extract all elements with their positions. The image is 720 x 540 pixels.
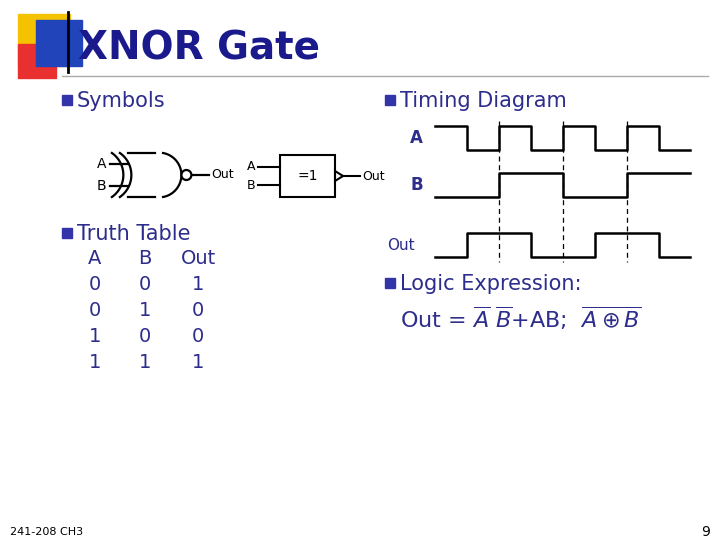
Text: 0: 0	[192, 300, 204, 320]
Text: Out = $\overline{A}$ $\overline{B}$+AB;  $\overline{A \oplus B}$: Out = $\overline{A}$ $\overline{B}$+AB; …	[400, 304, 642, 332]
Bar	[62, 95, 72, 105]
Text: 0: 0	[139, 327, 151, 346]
Text: B: B	[96, 179, 106, 193]
Text: 1: 1	[89, 353, 102, 372]
Text: Timing Diagram: Timing Diagram	[400, 91, 567, 111]
Text: Out: Out	[362, 170, 384, 183]
Text: 1: 1	[139, 353, 151, 372]
Text: B: B	[410, 176, 423, 194]
Text: Truth Table: Truth Table	[77, 224, 191, 244]
Text: A: A	[246, 160, 255, 173]
Bar	[280, 155, 335, 197]
Text: Logic Expression:: Logic Expression:	[400, 274, 582, 294]
Text: Out: Out	[387, 238, 415, 253]
Bar	[36, 20, 82, 66]
Text: A: A	[89, 248, 102, 267]
Text: 1: 1	[89, 327, 102, 346]
Bar	[62, 228, 72, 238]
Text: 1: 1	[192, 274, 204, 294]
Text: =1: =1	[297, 169, 318, 183]
Text: Symbols: Symbols	[77, 91, 166, 111]
Text: B: B	[138, 248, 152, 267]
Bar	[385, 95, 395, 105]
Text: 9: 9	[701, 525, 710, 539]
Text: B: B	[246, 179, 255, 192]
Text: Out: Out	[212, 168, 234, 181]
Text: 0: 0	[139, 274, 151, 294]
Text: A: A	[410, 129, 423, 147]
Text: XNOR Gate: XNOR Gate	[78, 29, 320, 67]
Text: 0: 0	[89, 300, 101, 320]
Text: 241-208 CH3: 241-208 CH3	[10, 527, 83, 537]
Text: 1: 1	[192, 353, 204, 372]
Text: Out: Out	[181, 248, 215, 267]
Bar	[18, 44, 56, 78]
Circle shape	[181, 170, 192, 180]
Text: A: A	[96, 157, 106, 171]
Text: 0: 0	[89, 274, 101, 294]
Text: 1: 1	[139, 300, 151, 320]
Text: 0: 0	[192, 327, 204, 346]
Bar	[18, 14, 70, 66]
Bar	[385, 278, 395, 288]
